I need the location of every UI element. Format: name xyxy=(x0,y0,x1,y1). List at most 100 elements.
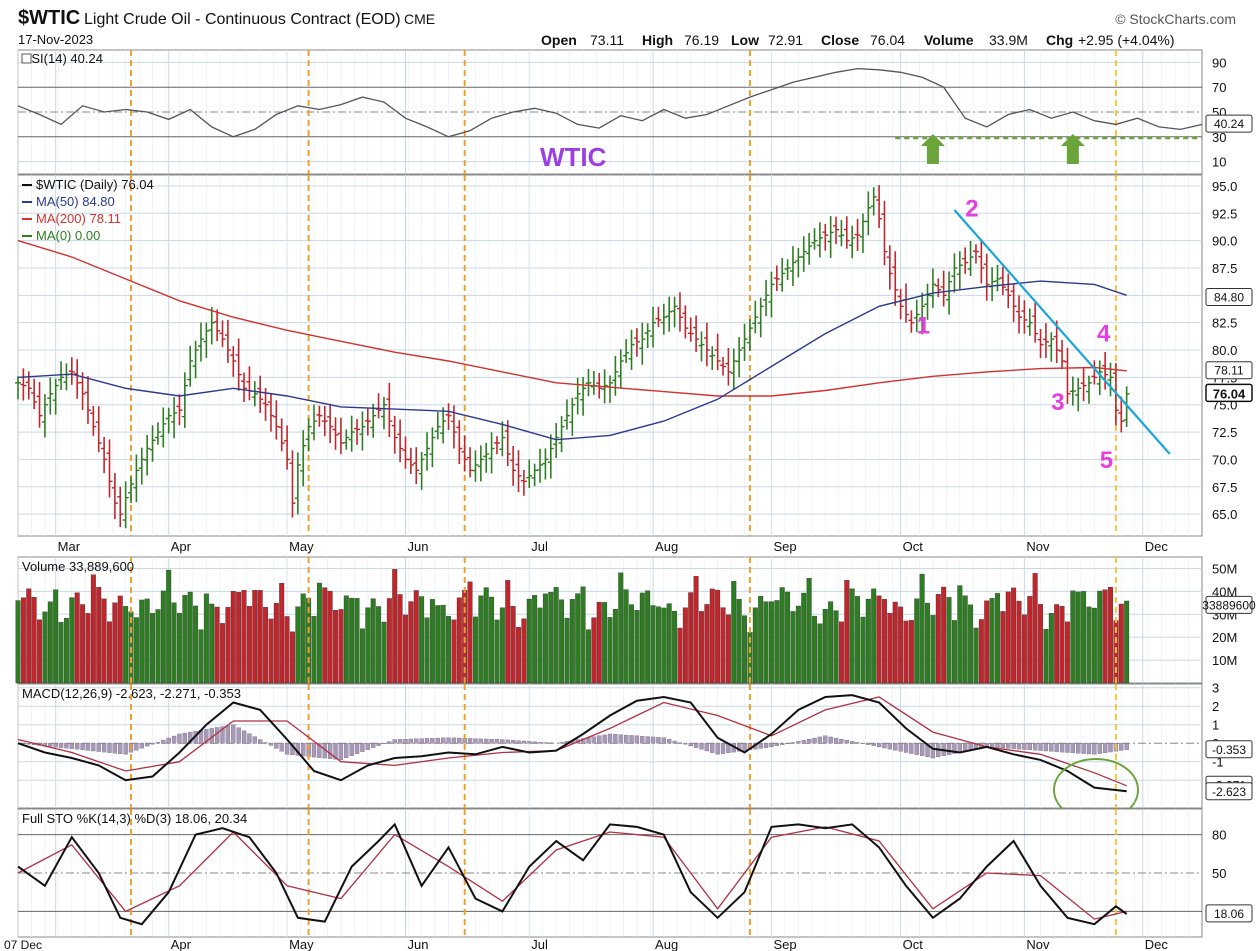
volume-bar xyxy=(1021,614,1027,684)
volume-bar xyxy=(618,572,624,684)
volume-bar xyxy=(408,601,414,684)
sto-k-line xyxy=(17,822,1128,926)
macd-histogram-bar xyxy=(1059,743,1065,753)
macd-histogram-bar xyxy=(1065,743,1070,753)
volume-bar xyxy=(602,602,608,684)
volume-bar xyxy=(677,627,683,684)
macd-histogram-bar xyxy=(801,740,806,744)
macd-histogram-bar xyxy=(661,737,666,744)
value-badge-text: -2.623 xyxy=(1212,785,1246,799)
volume-bar xyxy=(359,628,365,684)
y-tick-label: 50M xyxy=(1212,561,1237,576)
volume-bar xyxy=(553,587,559,684)
volume-bar xyxy=(666,603,672,684)
macd-histogram-bar xyxy=(806,739,812,744)
volume-bar xyxy=(962,595,968,684)
low-value: 72.91 xyxy=(768,32,803,48)
volume-bar xyxy=(273,602,279,684)
wave-4-label: 4 xyxy=(1097,320,1111,347)
macd-histogram-bar xyxy=(1022,743,1027,750)
y-tick-label: 70 xyxy=(1212,80,1226,95)
macd-histogram-bar xyxy=(871,743,876,746)
macd-histogram-bar xyxy=(532,741,537,744)
price-panel: 95.092.590.087.585.082.580.077.575.072.5… xyxy=(15,174,1253,537)
volume-bar xyxy=(882,599,887,684)
macd-histogram-bar xyxy=(231,724,236,744)
volume-bar xyxy=(257,590,263,684)
date-text: 17-Nov-2023 xyxy=(18,32,93,47)
chart-header: $WTIC Light Crude Oil - Continuous Contr… xyxy=(18,7,1236,48)
volume-bar xyxy=(311,616,317,684)
volume-bar xyxy=(995,593,1000,684)
macd-histogram-bar xyxy=(844,740,849,744)
macd-histogram-bar xyxy=(376,743,381,746)
macd-histogram-bar xyxy=(909,743,914,754)
volume-bar xyxy=(876,595,882,684)
macd-histogram-bar xyxy=(774,743,779,746)
macd-histogram-bar xyxy=(1076,743,1081,754)
macd-histogram-bar xyxy=(823,735,828,744)
volume-bar xyxy=(209,603,215,684)
macd-histogram-bar xyxy=(317,743,322,758)
value-badge xyxy=(1205,782,1253,801)
macd-histogram-bar xyxy=(855,742,860,744)
volume-bar xyxy=(214,606,220,684)
sto-legend: Full STO %K(14,3) %D(3) 18.06, 20.34 xyxy=(22,811,247,826)
macd-histogram-bar xyxy=(387,741,392,744)
volume-bar xyxy=(139,599,145,684)
volume-bar xyxy=(1091,607,1097,684)
volume-bar xyxy=(1038,604,1043,684)
volume-bar xyxy=(801,592,807,684)
y-tick-label: 40M xyxy=(1212,584,1237,599)
macd-histogram-bar xyxy=(371,743,376,748)
volume-bar xyxy=(451,619,457,684)
volume-label: Volume xyxy=(924,32,974,48)
volume-bar xyxy=(865,598,871,684)
macd-histogram-bar xyxy=(424,738,430,744)
macd-histogram-bar xyxy=(91,743,96,752)
volume-bar xyxy=(968,604,974,684)
macd-histogram-bar xyxy=(688,743,693,747)
macd-histogram-bar xyxy=(1038,743,1043,751)
green-up-arrow-icon xyxy=(920,134,945,164)
volume-bar xyxy=(833,610,839,684)
macd-histogram-bar xyxy=(995,743,1000,748)
macd-histogram-bar xyxy=(866,743,871,745)
macd-histogram-bar xyxy=(521,740,527,744)
macd-histogram-bar xyxy=(408,738,414,744)
ma200-line xyxy=(17,239,1127,397)
volume-bar xyxy=(15,600,21,684)
value-badge-text: 40.24 xyxy=(1214,117,1244,131)
volume-bar xyxy=(516,626,521,684)
macd-panel: 3210-1-2-0.353-2.271-2.623MACD(12,26,9) … xyxy=(17,681,1253,822)
value-badge-text: 33889600 xyxy=(1202,598,1256,612)
volume-bar xyxy=(1124,600,1130,684)
macd-histogram-bar xyxy=(597,735,602,744)
volume-bar xyxy=(58,622,64,684)
volume-bar xyxy=(53,589,59,684)
volume-bar xyxy=(822,609,828,684)
volume-bar xyxy=(107,621,112,684)
macd-histogram-bar xyxy=(919,743,925,756)
volume-bar xyxy=(655,606,661,684)
volume-bar xyxy=(596,601,602,684)
volume-bar xyxy=(645,590,651,684)
macd-histogram-bar xyxy=(354,743,360,754)
volume-bar xyxy=(682,607,688,684)
volume-bar xyxy=(74,592,80,684)
value-badge xyxy=(1205,740,1253,759)
value-badge-text: 18.06 xyxy=(1214,907,1244,921)
volume-bar xyxy=(688,592,694,684)
macd-histogram-bar xyxy=(247,733,252,744)
value-badge xyxy=(1205,114,1253,133)
exchange-text: CME xyxy=(404,11,435,27)
macd-histogram-bar xyxy=(333,743,338,760)
macd-histogram-bar xyxy=(225,725,231,744)
volume-bar xyxy=(639,592,645,684)
volume-bar xyxy=(1016,600,1022,684)
volume-bar xyxy=(817,623,823,684)
macd-histogram-bar xyxy=(650,736,656,744)
macd-histogram-bar xyxy=(640,736,645,744)
